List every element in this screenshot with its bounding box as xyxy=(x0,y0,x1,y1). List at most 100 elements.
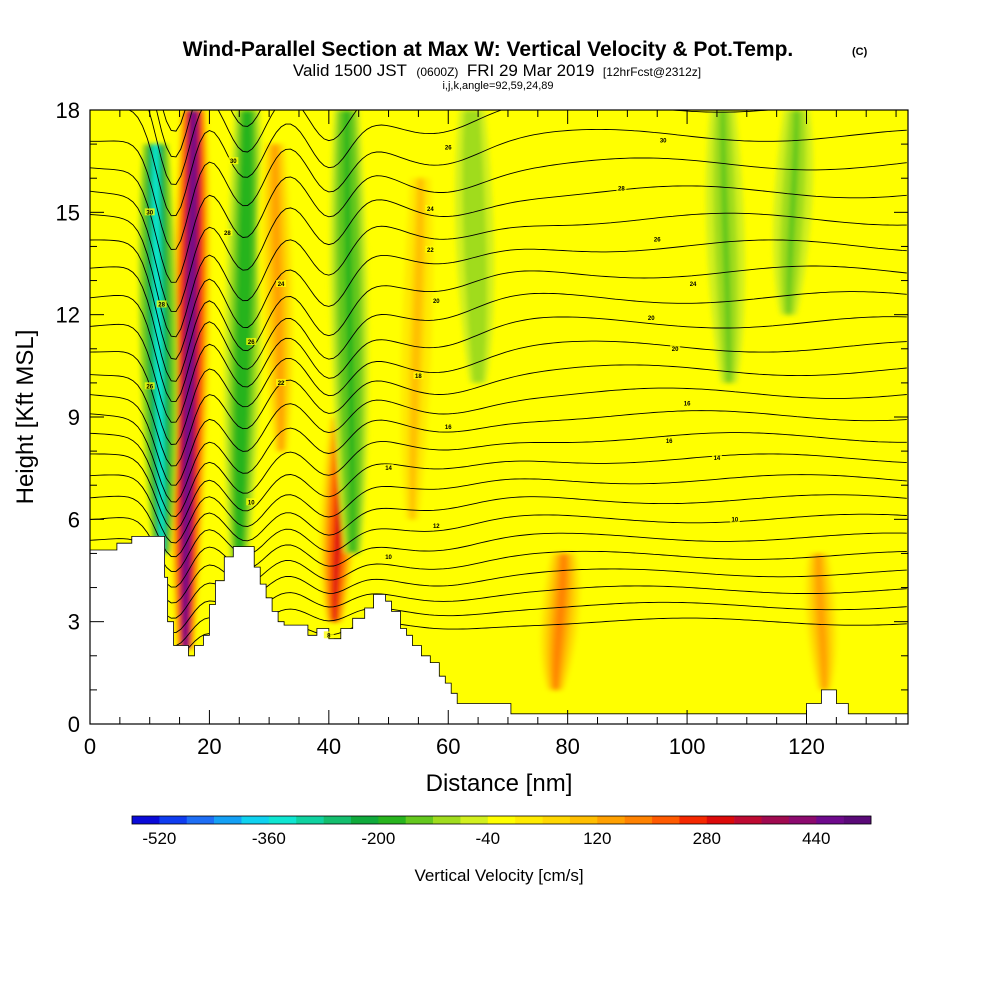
colorbar-swatch xyxy=(761,816,790,824)
x-tick-label: 20 xyxy=(197,734,221,759)
contour-label-bg xyxy=(682,399,693,407)
contour-label-bg xyxy=(443,143,454,151)
contour-label-bg xyxy=(156,300,167,308)
y-tick-label: 9 xyxy=(68,405,80,430)
contour-label: 28 xyxy=(224,231,231,237)
contour-label: 26 xyxy=(445,146,452,152)
terrain-mask xyxy=(90,536,908,724)
velocity-downdraft xyxy=(223,110,264,571)
subtitle-forecast: [12hrFcst@2312z] xyxy=(603,65,701,79)
colorbar-swatch xyxy=(405,816,434,824)
velocity-band xyxy=(720,110,732,383)
contour-label: 26 xyxy=(654,238,661,244)
velocity-updraft xyxy=(258,144,298,452)
contour-label: 10 xyxy=(248,500,255,506)
colorbar-tick-label: -40 xyxy=(476,829,501,848)
pot-temp-contour xyxy=(90,474,907,544)
colorbar-tick-label: 280 xyxy=(693,829,721,848)
x-axis-title: Distance [nm] xyxy=(426,770,573,797)
contour-label: 16 xyxy=(445,425,452,431)
pot-temp-contour xyxy=(90,513,907,572)
colorbar-swatch xyxy=(734,816,762,824)
pot-temp-contour xyxy=(90,110,774,217)
colorbar-swatch xyxy=(788,816,817,824)
contour-label: 14 xyxy=(385,466,392,472)
pot-temp-contour xyxy=(90,128,907,250)
colorbar-tick-label: 440 xyxy=(802,829,830,848)
colorbar: -520 -360 -200 -40 120 280 440 xyxy=(131,815,872,848)
colorbar-swatch xyxy=(706,816,735,824)
contour-label-bg xyxy=(652,235,663,243)
contour-label: 26 xyxy=(146,384,153,390)
subtitle-valid-time: Valid 1500 JST xyxy=(293,61,407,80)
velocity-band xyxy=(152,144,164,554)
contour-label: 30 xyxy=(660,139,667,145)
contour-label: 18 xyxy=(415,374,422,380)
velocity-downdraft xyxy=(329,110,369,554)
y-tick-label: 6 xyxy=(68,507,80,532)
colorbar-frame xyxy=(131,815,872,825)
axes: 0 20 40 60 80 100 120 0 3 6 9 12 15 18 xyxy=(56,98,908,759)
velocity-updraft xyxy=(540,553,581,690)
colorbar-tick-label: 120 xyxy=(583,829,611,848)
contour-label-bg xyxy=(222,228,233,236)
subtitle-utc-time: (0600Z) xyxy=(416,65,458,79)
colorbar-swatch xyxy=(816,816,844,824)
velocity-band xyxy=(786,110,800,315)
contour-label-bg xyxy=(431,297,442,305)
colorbar-swatch xyxy=(159,816,188,824)
y-tick-label: 18 xyxy=(56,98,80,123)
vertical-velocity-field xyxy=(138,110,841,690)
contour-label-bg xyxy=(246,337,257,345)
x-tick-label: 40 xyxy=(317,734,341,759)
potential-temperature-contours xyxy=(90,0,907,659)
colorbar-swatch xyxy=(652,816,680,824)
contour-label-bg xyxy=(425,245,436,253)
colorbar-title: Vertical Velocity [cm/s] xyxy=(414,866,583,885)
contour-label: 8 xyxy=(327,633,331,639)
contour-label-bg xyxy=(383,552,394,560)
subtitle-date: FRI 29 Mar 2019 xyxy=(467,61,595,80)
colorbar-swatch xyxy=(624,816,653,824)
colorbar-swatch xyxy=(350,816,379,824)
contour-label: 30 xyxy=(230,159,237,165)
colorbar-swatch xyxy=(214,816,242,824)
pot-temp-contour xyxy=(90,364,907,467)
contour-label: 30 xyxy=(146,210,153,216)
contour-label: 10 xyxy=(385,555,392,561)
contour-label-bg xyxy=(616,184,627,192)
pot-temp-contour xyxy=(90,316,907,423)
y-tick-label: 12 xyxy=(56,303,80,328)
colorbar-swatch xyxy=(323,816,352,824)
contour-label-bg xyxy=(323,631,334,639)
contour-label: 20 xyxy=(672,347,679,353)
colorbar-tick-label: -360 xyxy=(252,829,286,848)
pot-temp-contour xyxy=(90,0,907,32)
contour-label-bg xyxy=(144,382,155,390)
contour-label: 26 xyxy=(248,340,255,346)
contour-label-bg xyxy=(443,423,454,431)
contour-label: 14 xyxy=(714,456,721,462)
colorbar-tick-label: -200 xyxy=(361,829,395,848)
x-tick-label: 0 xyxy=(84,734,96,759)
contour-label-bg xyxy=(246,498,257,506)
contour-label-bg xyxy=(688,279,699,287)
chart-title: Wind-Parallel Section at Max W: Vertical… xyxy=(183,38,794,61)
chart-run-info: i,j,k,angle=92,59,24,89 xyxy=(442,80,553,92)
contour-label-bg xyxy=(658,136,669,144)
contour-labels: 8 10 12 14 16 18 20 22 24 26 10 14 16 16 20 20 24 26 28 30 3… xyxy=(144,136,740,639)
y-tick-label: 3 xyxy=(68,610,80,635)
pot-temp-contour xyxy=(90,291,907,402)
contour-label: 22 xyxy=(427,248,434,254)
colorbar-swatch xyxy=(241,816,270,824)
contour-label-bg xyxy=(670,344,681,352)
x-tick-label: 60 xyxy=(436,734,460,759)
pot-temp-contour xyxy=(90,494,907,558)
x-tick-label: 80 xyxy=(555,734,579,759)
contour-label: 20 xyxy=(433,299,440,305)
y-axis-title: Height [Kft MSL] xyxy=(12,330,39,505)
contour-label: 20 xyxy=(648,316,655,322)
contour-label-bg xyxy=(383,464,394,472)
colorbar-swatch xyxy=(186,816,215,824)
